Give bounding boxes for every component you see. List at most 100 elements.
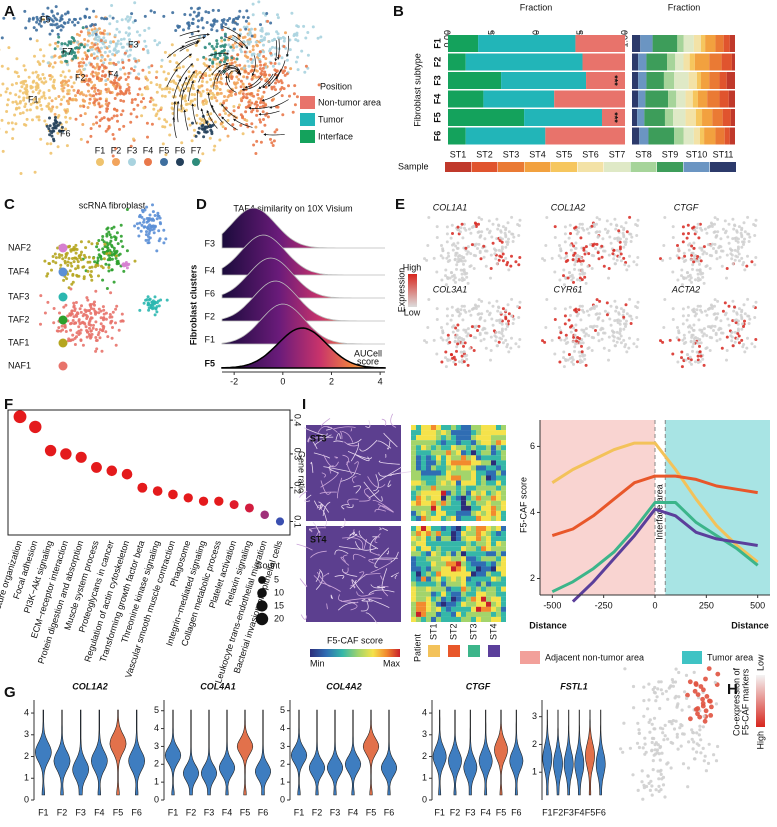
cell-dot (472, 306, 476, 310)
tissue-fiber (334, 575, 345, 579)
cell-dot (111, 154, 115, 158)
heatmap-cell (441, 536, 446, 542)
cell-dot (685, 696, 689, 701)
x-tick-label: ECM and structure organization (0, 539, 24, 662)
panel-label: C (4, 196, 15, 213)
tissue-fiber (365, 612, 378, 624)
cell-dot (692, 323, 696, 327)
cell-dot (130, 67, 133, 71)
cell-dot (574, 246, 578, 250)
cell-dot (300, 49, 304, 53)
cell-dot (156, 109, 160, 113)
cell-dot (450, 305, 454, 309)
heatmap-cell (456, 505, 461, 511)
heatmap-cell (451, 475, 456, 481)
cell-dot (110, 80, 114, 84)
cell-dot (445, 314, 449, 318)
cell-dot (740, 245, 744, 249)
cell-dot (482, 326, 486, 330)
cell-dot (93, 27, 97, 31)
cell-dot (736, 337, 739, 341)
heatmap-cell (471, 591, 476, 597)
cell-dot (584, 332, 588, 336)
cell-dot (39, 48, 42, 52)
heatmap-cell (456, 515, 461, 521)
heatmap-cell (471, 515, 476, 521)
cell-dot (108, 50, 112, 53)
heatmap-cell (501, 571, 506, 577)
cell-dot (99, 322, 103, 326)
cell-dot (143, 14, 147, 18)
heatmap-cell (456, 566, 461, 572)
cell-dot (222, 45, 226, 49)
tissue-fiber (336, 477, 343, 499)
cell-dot (597, 257, 601, 261)
streamline (166, 68, 178, 88)
heatmap-cell (426, 470, 431, 476)
cell-dot (643, 736, 647, 740)
cell-dot (704, 769, 709, 773)
cell-dot (46, 272, 50, 276)
cell-dot (66, 21, 70, 24)
x-tick-label: F1 (294, 807, 305, 817)
violin (344, 709, 362, 796)
cell-dot (654, 788, 658, 792)
legend-swatch (551, 162, 577, 172)
cell-dot (116, 39, 120, 43)
bar-segment (645, 90, 669, 108)
heatmap-cell (436, 566, 441, 572)
heatmap-cell (421, 500, 426, 506)
cell-dot (53, 126, 57, 130)
cell-dot (97, 307, 101, 311)
cell-dot (574, 241, 578, 245)
cell-dot (280, 81, 284, 85)
y-tick-label: 2 (530, 573, 535, 583)
cell-dot (583, 275, 587, 279)
cell-dot (452, 278, 456, 282)
heatmap-cell (496, 551, 501, 557)
cell-dot (237, 106, 240, 109)
cell-dot (66, 63, 70, 67)
cell-dot (752, 223, 756, 226)
tissue-fiber (309, 527, 326, 533)
cell-dot (293, 103, 297, 107)
heatmap-cell (411, 566, 416, 572)
cell-dot (208, 42, 211, 46)
cell-dot (56, 131, 60, 135)
cell-dot (687, 248, 691, 252)
cell-dot (609, 241, 613, 245)
tissue-fiber (320, 480, 332, 495)
cell-dot (710, 222, 714, 226)
cell-dot (198, 70, 202, 74)
cell-dot (68, 116, 72, 120)
heatmap-cell (466, 455, 471, 461)
cell-dot (98, 105, 102, 109)
cell-dot (148, 100, 152, 104)
cell-dot (216, 91, 219, 95)
cell-dot (114, 76, 118, 80)
cell-dot (709, 704, 714, 710)
cell-dot (103, 252, 106, 255)
x-tick-label: F4 (480, 807, 491, 817)
heatmap-cell (441, 445, 446, 451)
cell-dot (74, 94, 77, 98)
cell-dot (640, 769, 644, 773)
tissue-fiber (358, 530, 379, 550)
cell-dot (567, 318, 571, 322)
cell-dot (494, 248, 498, 252)
heatmap-cell (481, 526, 486, 532)
cell-dot (106, 335, 110, 339)
cell-dot (101, 329, 105, 333)
cell-dot (663, 723, 667, 728)
heatmap-cell (426, 445, 431, 451)
cell-dot (671, 236, 675, 239)
cell-dot (56, 32, 60, 36)
cell-dot (490, 235, 494, 239)
cell-dot (125, 266, 129, 270)
legend-dot (128, 158, 136, 166)
heatmap-cell (491, 616, 496, 622)
heatmap-cell (446, 425, 451, 431)
heatmap-cell (491, 510, 496, 516)
cell-dot (618, 245, 622, 249)
heatmap-cell (441, 606, 446, 612)
